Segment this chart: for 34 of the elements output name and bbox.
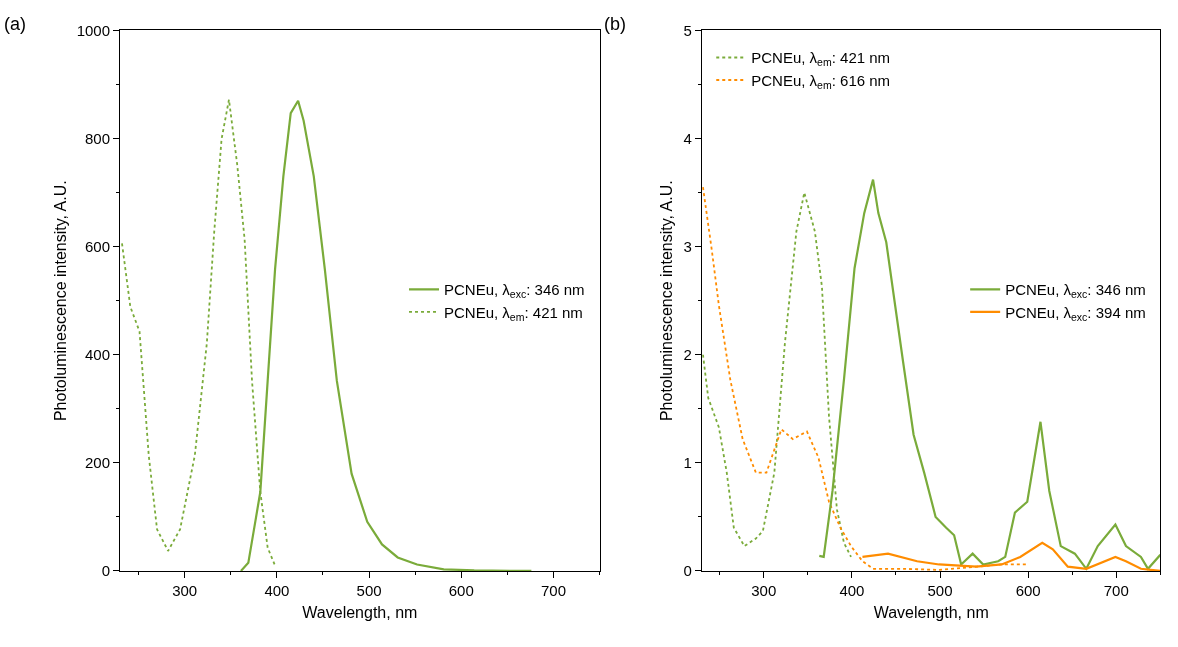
x-tick-label: 300	[172, 582, 198, 600]
y-tick-label: 0	[683, 562, 692, 580]
y-tick-label: 3	[683, 237, 692, 255]
chart-title: (a)	[4, 14, 26, 34]
legend-label: PCNEu, λ$_{em}$: 421 nm	[444, 303, 583, 323]
y-axis-title: Photoluminescence intensity, A.U.	[658, 180, 676, 422]
y-tick-label: 200	[84, 454, 111, 472]
x-tick-label: 700	[540, 582, 567, 600]
y-tick-label: 4	[683, 129, 692, 147]
x-axis-title: Wavelength, nm	[302, 603, 418, 621]
x-tick-label: 500	[356, 582, 382, 600]
y-axis-title: Photoluminescence intensity, A.U.	[51, 180, 69, 422]
x-tick-label: 400	[839, 582, 865, 600]
y-tick-label: 800	[84, 129, 111, 147]
x-tick-label: 600	[1015, 582, 1041, 600]
y-tick-label: 1	[683, 454, 692, 472]
legend-label: PCNEu, λ$_{exc}$: 346 nm	[444, 281, 585, 301]
legend-label: PCNEu, λ$_{exc}$: 394 nm	[1005, 303, 1146, 323]
y-tick-label: 600	[84, 237, 111, 255]
x-tick-label: 400	[264, 582, 290, 600]
y-tick-label: 1000	[76, 21, 111, 39]
chart-title: (b)	[604, 14, 626, 34]
x-axis-title: Wavelength, nm	[873, 603, 989, 621]
x-tick-label: 500	[927, 582, 953, 600]
legend-label: PCNEu, λ$_{em}$: 421 nm	[751, 49, 891, 69]
x-tick-label: 300	[751, 582, 777, 600]
x-tick-label: 700	[1103, 582, 1129, 600]
legend-label: PCNEu, λ$_{em}$: 616 nm	[751, 71, 891, 91]
legend-label: PCNEu, λ$_{exc}$: 346 nm	[1005, 281, 1146, 301]
y-tick-label: 400	[84, 345, 111, 363]
y-tick-label: 5	[683, 21, 692, 39]
x-tick-label: 600	[448, 582, 474, 600]
y-tick-label: 2	[683, 345, 692, 363]
y-tick-label: 0	[101, 562, 111, 580]
